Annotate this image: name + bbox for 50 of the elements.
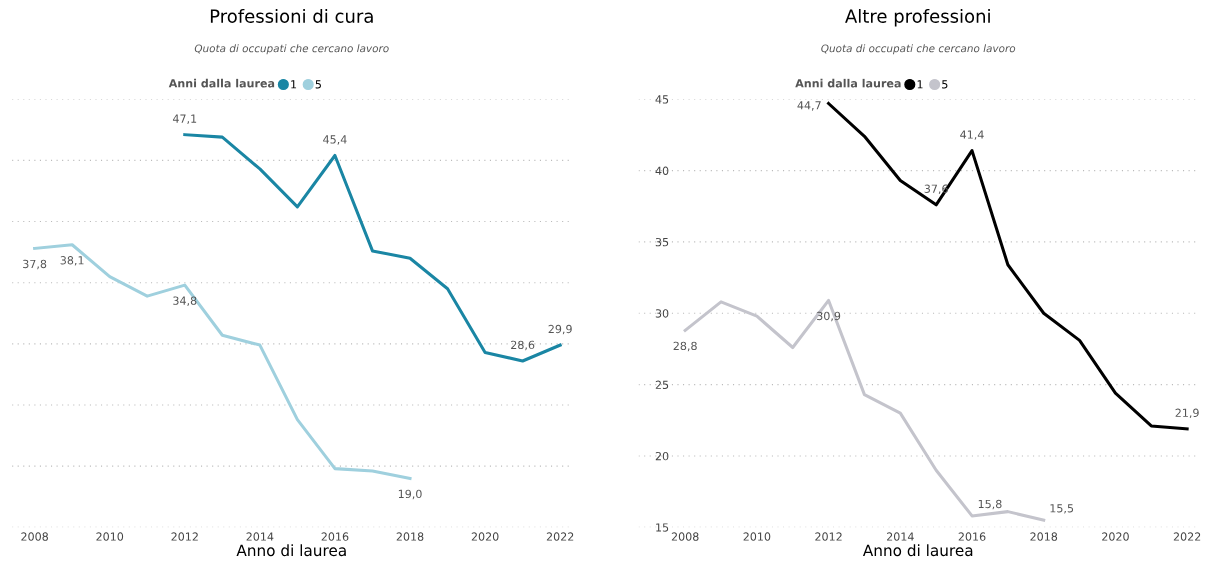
data-label: 28,6 (511, 340, 535, 351)
x-tick-label: 2016 (321, 532, 349, 541)
data-label: 38,1 (60, 256, 84, 266)
data-label: 29,9 (548, 324, 572, 335)
data-label: 15,5 (1050, 504, 1074, 514)
x-tick-label: 2022 (1173, 532, 1201, 541)
x-tick-label: 2010 (743, 532, 771, 541)
data-label: 41,4 (960, 130, 984, 140)
x-axis-title: Anno di laurea (236, 544, 346, 557)
y-tick-label: 20 (655, 451, 669, 461)
y-tick-label: 15 (656, 523, 669, 532)
data-label: 34,8 (173, 296, 197, 306)
chart-subtitle: Quota di occupati che cercano lavoro (194, 44, 389, 55)
x-tick-label: 2012 (815, 532, 842, 541)
x-tick-label: 2020 (1102, 532, 1129, 541)
x-tick-label: 2018 (1030, 532, 1058, 541)
y-tick-label: 45 (655, 95, 669, 104)
y-tick-label: 40 (655, 166, 669, 175)
legend-label: 5 (942, 80, 948, 89)
data-label: 37,8 (23, 259, 47, 270)
data-label: 44,7 (797, 101, 821, 111)
x-tick-label: 2020 (471, 532, 499, 541)
data-label: 15,8 (978, 499, 1002, 510)
x-axis-title: Anno di laurea (862, 544, 973, 557)
data-label: 30,9 (817, 311, 841, 322)
x-tick-label: 2008 (21, 532, 48, 541)
x-tick-label: 2014 (246, 532, 274, 541)
data-label: 45,4 (323, 135, 347, 145)
x-tick-label: 2022 (546, 532, 574, 541)
x-tick-label: 2018 (396, 532, 424, 541)
y-tick-label: 30 (655, 309, 669, 318)
legend-title: Anni dalla laurea (795, 78, 901, 88)
x-tick-label: 2010 (96, 532, 124, 541)
legend-label: 1 (917, 80, 923, 89)
x-tick-label: 2014 (886, 532, 914, 541)
legend-label: 5 (315, 80, 321, 89)
x-tick-label: 2016 (958, 532, 986, 541)
x-tick-label: 2008 (671, 532, 699, 541)
data-label: 21,9 (1175, 408, 1199, 419)
legend-label: 1 (291, 80, 297, 89)
x-tick-label: 2012 (171, 532, 198, 541)
chart-subtitle: Quota di occupati che cercano lavoro (821, 44, 1016, 55)
data-label: 28,8 (673, 341, 697, 352)
y-tick-label: 25 (655, 380, 669, 389)
legend-title: Anni dalla laurea (168, 78, 275, 88)
data-label: 47,1 (172, 114, 197, 124)
data-label: 19,0 (398, 489, 422, 500)
chart-title: Altre professioni (845, 8, 990, 27)
y-tick-label: 35 (655, 237, 669, 247)
chart-title: Professioni di cura (210, 8, 373, 23)
